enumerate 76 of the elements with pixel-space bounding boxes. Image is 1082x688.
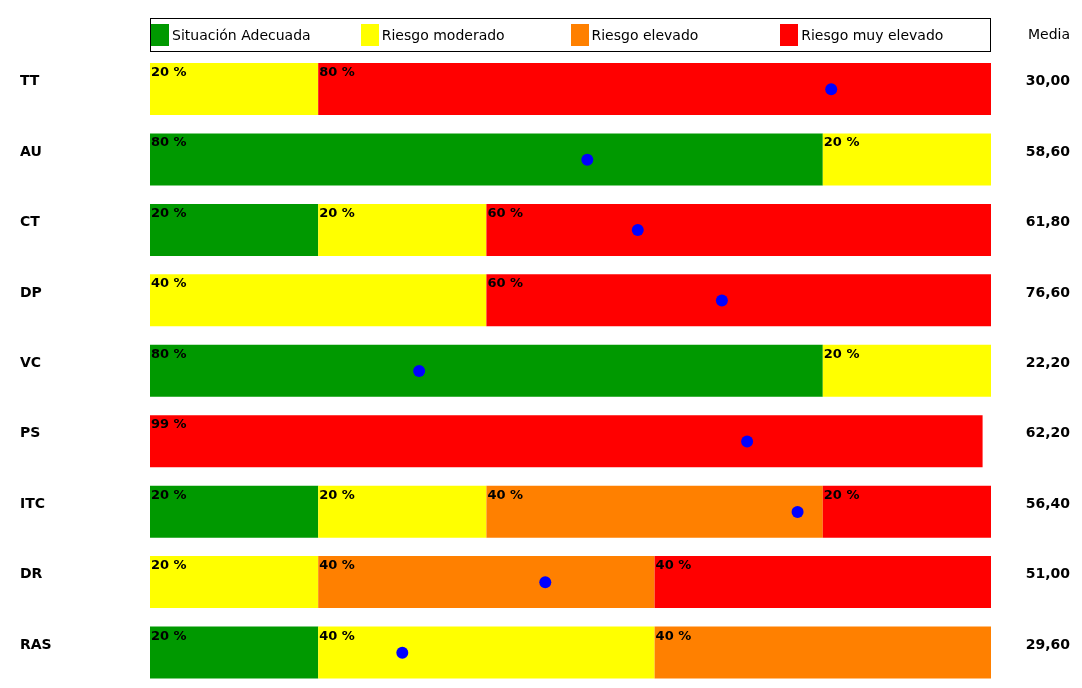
point (825, 83, 838, 96)
y-tick-label: ITC (20, 494, 46, 511)
data-label: 60 % (487, 275, 524, 291)
data-label: 80 % (319, 64, 355, 79)
text: 22,20 (1025, 354, 1071, 370)
bar (150, 63, 319, 115)
text: 76,60 (1025, 283, 1071, 300)
text: 30,00 (1025, 72, 1071, 89)
bar (318, 485, 487, 538)
data-label: 80 % (151, 134, 187, 150)
text: 61,80 (1025, 213, 1071, 230)
bar (318, 626, 655, 679)
legend-label: Riesgo muy elevado (801, 27, 944, 43)
bar (150, 485, 319, 538)
legend-label: Situación Adecuada (172, 27, 311, 43)
data-label: 20 % (823, 345, 860, 361)
text: 62,20 (1025, 424, 1071, 441)
y-tick-label: DP (20, 283, 42, 300)
bar (486, 274, 991, 327)
bar (150, 203, 319, 256)
bar (486, 485, 823, 538)
data-label: 20 % (151, 627, 187, 643)
data-label: 40 % (319, 627, 355, 643)
y-tick-label: DR (20, 565, 43, 582)
legend-label: Riesgo moderado (381, 27, 505, 43)
data-label: 60 % (487, 204, 524, 220)
point (396, 646, 409, 659)
text: Media (1027, 26, 1070, 42)
bar (318, 556, 655, 609)
bar (150, 626, 319, 679)
bar (150, 556, 319, 609)
data-label: 20 % (319, 486, 355, 502)
text: 29,60 (1025, 635, 1071, 652)
data-label: 40 % (487, 486, 524, 502)
data-label: 20 % (151, 486, 187, 502)
data-label: 40 % (655, 627, 692, 643)
data-label: 40 % (151, 275, 187, 291)
data-label: 80 % (151, 345, 187, 361)
bar (654, 556, 991, 609)
bar (150, 274, 487, 327)
point (715, 294, 728, 307)
data-label: 20 % (823, 134, 860, 150)
bar (318, 63, 991, 115)
data-label: 99 % (151, 416, 187, 432)
data-label: 20 % (319, 204, 355, 220)
bar (150, 415, 983, 468)
bar (654, 626, 991, 679)
y-tick-label: CT (20, 213, 41, 230)
bar (822, 344, 991, 397)
point (581, 153, 594, 166)
y-tick-label: TT (20, 72, 40, 89)
bar (318, 203, 487, 256)
text: 51,00 (1025, 565, 1071, 582)
point (539, 576, 552, 589)
data-label: 40 % (319, 557, 355, 573)
data-label: 20 % (151, 204, 187, 220)
y-tick-label: VC (20, 354, 42, 370)
data-label: 20 % (151, 64, 187, 79)
legend-label: Riesgo elevado (591, 27, 699, 43)
bar (822, 485, 991, 538)
y-tick-label: PS (20, 424, 41, 441)
y-tick-label: RAS (20, 635, 52, 652)
data-label: 20 % (151, 557, 187, 573)
data-label: 20 % (823, 486, 860, 502)
y-tick-label: AU (20, 142, 42, 159)
bar (822, 133, 991, 186)
bar (150, 344, 823, 397)
point (791, 505, 804, 518)
data-label: 40 % (655, 557, 692, 573)
bar (486, 203, 991, 256)
point (413, 365, 426, 377)
bar (150, 133, 823, 186)
point (741, 435, 754, 448)
point (631, 224, 644, 237)
text: 56,40 (1025, 494, 1071, 511)
text: 58,60 (1025, 142, 1071, 159)
